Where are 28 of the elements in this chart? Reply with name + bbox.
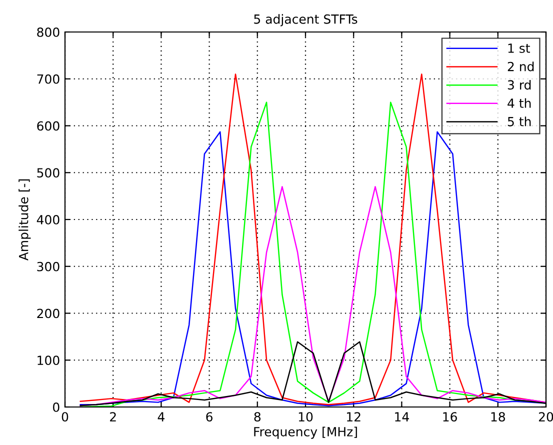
- legend-label: 3 rd: [508, 80, 531, 90]
- x-tick-label: 4: [158, 412, 164, 422]
- x-tick-label: 14: [395, 412, 409, 422]
- x-tick-label: 2: [110, 412, 116, 422]
- y-tick-label: 500: [37, 168, 60, 178]
- x-tick-label: 10: [298, 412, 313, 422]
- y-tick-label: 200: [37, 308, 60, 318]
- x-tick-label: 12: [347, 412, 360, 422]
- x-tick-label: 8: [254, 412, 261, 422]
- x-tick-label: 18: [491, 412, 505, 422]
- y-axis-title: Amplitude [-]: [18, 179, 31, 261]
- legend-label: 4 th: [508, 98, 531, 108]
- x-tick-label: 0: [62, 412, 68, 422]
- y-tick-label: 800: [37, 27, 60, 37]
- y-tick-label: 700: [37, 74, 60, 84]
- legend-label: 5 th: [508, 116, 531, 126]
- x-tick-label: 6: [206, 412, 212, 422]
- x-axis-title: Frequency [MHz]: [254, 426, 357, 439]
- legend-label: 2 nd: [508, 62, 534, 72]
- y-tick-label: 100: [38, 356, 60, 366]
- y-tick-label: 0: [53, 402, 60, 412]
- y-tick-label: 600: [37, 121, 60, 131]
- y-tick-label: 400: [36, 214, 60, 224]
- y-tick-label: 300: [37, 262, 60, 272]
- x-tick-label: 20: [538, 412, 553, 422]
- chart-title: 5 adjacent STFTs: [254, 14, 358, 26]
- legend-label: 1 st: [508, 44, 530, 53]
- x-tick-label: 16: [443, 412, 457, 422]
